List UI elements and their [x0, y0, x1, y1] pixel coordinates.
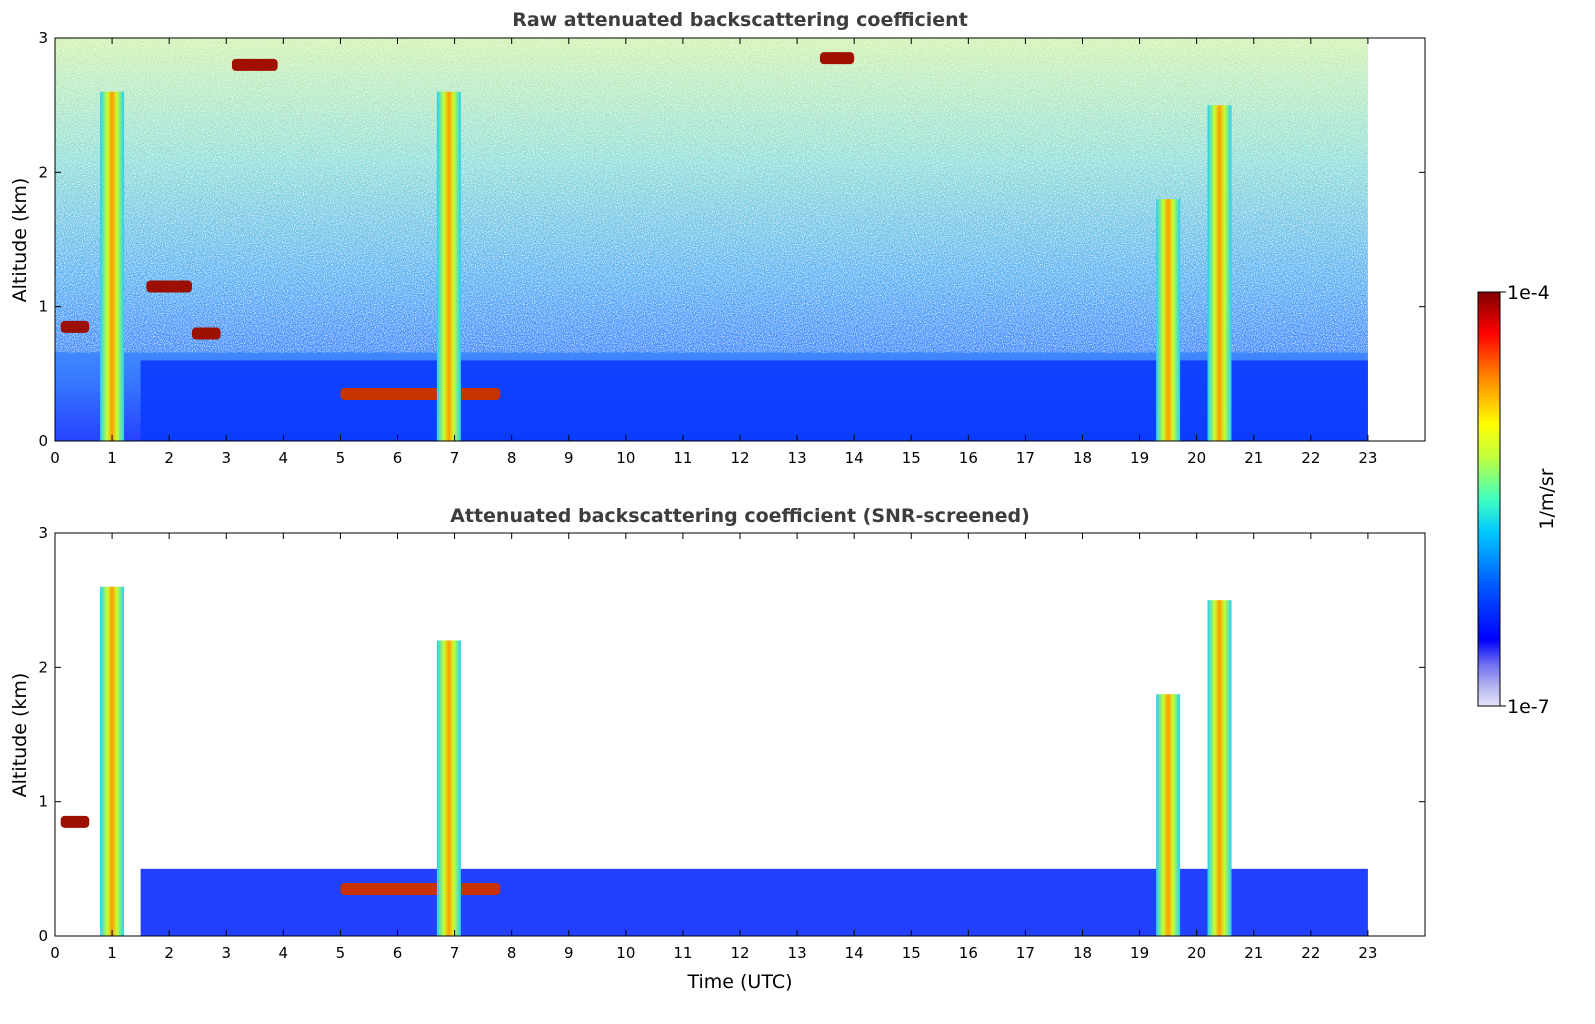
x-tick-label: 17 — [1016, 944, 1035, 962]
x-tick-label: 8 — [507, 449, 517, 467]
x-tick-label: 16 — [959, 449, 978, 467]
panel1-x-ticks: 0 1 2 3 4 5 6 7 8 9 10 11 12 13 14 15 16 17 18 19 20 21 22 23 — [50, 38, 1377, 467]
x-tick-label: 5 — [336, 449, 346, 467]
feature-precipitation-column — [436, 91, 461, 441]
x-tick-label: 13 — [788, 449, 807, 467]
x-tick-label: 0 — [50, 944, 60, 962]
x-tick-label: 1 — [107, 449, 117, 467]
x-tick-label: 22 — [1301, 944, 1320, 962]
x-tick-label: 23 — [1358, 449, 1377, 467]
y-tick-label: 1 — [38, 298, 48, 316]
x-tick-label: 9 — [564, 449, 574, 467]
panel1-heatmap — [55, 38, 1368, 441]
colorbar: 1e-4 1e-7 1/m/sr — [1477, 282, 1558, 718]
panel2-y-ticks: 0 1 2 3 — [38, 524, 1425, 945]
x-tick-label: 2 — [164, 449, 174, 467]
feature-boundary-layer — [140, 360, 1368, 441]
x-tick-label: 9 — [564, 944, 574, 962]
x-tick-label: 6 — [393, 944, 403, 962]
x-tick-label: 7 — [450, 449, 460, 467]
colorbar-gradient — [1477, 291, 1501, 707]
panel2-ylabel: Altitude (km) — [9, 673, 31, 798]
x-tick-label: 21 — [1244, 944, 1263, 962]
x-tick-label: 8 — [507, 944, 517, 962]
panel2-x-ticks: 0 1 2 3 4 5 6 7 8 9 10 11 12 13 14 15 16 17 18 19 20 21 22 23 — [50, 533, 1377, 962]
feature-precipitation-column — [436, 640, 461, 936]
feature-precipitation-column — [1156, 199, 1181, 441]
y-tick-label: 1 — [38, 793, 48, 811]
x-tick-label: 14 — [845, 449, 864, 467]
x-tick-label: 3 — [221, 449, 231, 467]
panel1-title: Raw attenuated backscattering coefficien… — [512, 9, 968, 31]
feature-cloud-layer — [146, 280, 192, 293]
panel1-y-ticks: 0 1 2 3 — [38, 29, 1425, 450]
x-tick-label: 12 — [730, 449, 749, 467]
panel2-heatmap — [60, 586, 1368, 936]
feature-precipitation-column — [100, 91, 125, 441]
x-tick-label: 11 — [673, 944, 692, 962]
x-tick-label: 0 — [50, 449, 60, 467]
x-tick-label: 15 — [902, 944, 921, 962]
x-tick-label: 6 — [393, 449, 403, 467]
x-tick-label: 14 — [845, 944, 864, 962]
feature-cloud-layer — [60, 320, 90, 333]
x-tick-label: 17 — [1016, 449, 1035, 467]
x-tick-label: 10 — [616, 449, 635, 467]
x-tick-label: 18 — [1073, 449, 1092, 467]
y-tick-label: 3 — [38, 29, 48, 47]
x-tick-label: 19 — [1130, 449, 1149, 467]
panel2-title: Attenuated backscattering coefficient (S… — [450, 505, 1030, 527]
x-tick-label: 11 — [673, 449, 692, 467]
feature-cloud-layer — [60, 815, 90, 828]
x-tick-label: 18 — [1073, 944, 1092, 962]
feature-cloud-layer — [192, 327, 221, 340]
colorbar-min-label: 1e-7 — [1507, 696, 1550, 718]
panel1-ylabel: Altitude (km) — [9, 178, 31, 303]
feature-aerosol-layer — [340, 882, 501, 895]
x-tick-label: 4 — [279, 944, 289, 962]
feature-precipitation-column — [100, 586, 125, 936]
x-tick-label: 4 — [279, 449, 289, 467]
feature-precipitation-column — [1156, 694, 1181, 936]
x-tick-label: 22 — [1301, 449, 1320, 467]
x-tick-label: 1 — [107, 944, 117, 962]
x-tick-label: 19 — [1130, 944, 1149, 962]
panel2-xlabel: Time (UTC) — [686, 971, 792, 993]
feature-precipitation-column — [1207, 600, 1232, 936]
raw-backscatter-panel: Raw attenuated backscattering coefficien… — [9, 9, 1426, 467]
x-tick-label: 13 — [788, 944, 807, 962]
feature-boundary-layer-screened — [140, 868, 1368, 936]
x-tick-label: 10 — [616, 944, 635, 962]
y-tick-label: 0 — [38, 432, 48, 450]
x-tick-label: 20 — [1187, 449, 1206, 467]
x-tick-label: 15 — [902, 449, 921, 467]
snr-screened-panel: Attenuated backscattering coefficient (S… — [9, 505, 1426, 993]
x-tick-label: 20 — [1187, 944, 1206, 962]
colorbar-label: 1/m/sr — [1536, 468, 1558, 529]
feature-aerosol-layer — [340, 387, 501, 400]
x-tick-label: 3 — [221, 944, 231, 962]
x-tick-label: 12 — [730, 944, 749, 962]
colorbar-max-label: 1e-4 — [1507, 282, 1550, 304]
y-tick-label: 0 — [38, 927, 48, 945]
y-tick-label: 2 — [38, 658, 48, 676]
x-tick-label: 16 — [959, 944, 978, 962]
x-tick-label: 7 — [450, 944, 460, 962]
noise-speckle — [55, 38, 1368, 353]
y-tick-label: 3 — [38, 524, 48, 542]
feature-cloud-fragment — [231, 58, 278, 71]
feature-cloud-fragment — [819, 52, 855, 65]
x-tick-label: 23 — [1358, 944, 1377, 962]
x-tick-label: 2 — [164, 944, 174, 962]
feature-precipitation-column — [1207, 105, 1232, 441]
x-tick-label: 21 — [1244, 449, 1263, 467]
y-tick-label: 2 — [38, 163, 48, 181]
x-tick-label: 5 — [336, 944, 346, 962]
